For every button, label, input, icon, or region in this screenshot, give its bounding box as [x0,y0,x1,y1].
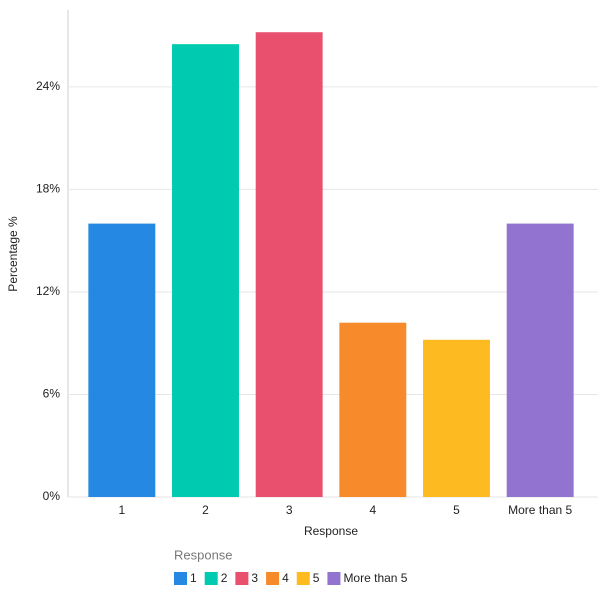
y-tick-label: 0% [43,489,61,503]
legend-swatch [266,572,280,585]
legend-swatch [235,572,249,585]
y-axis-title: Percentage % [6,216,20,292]
legend-title: Response [174,547,233,562]
bar [172,44,239,497]
legend-swatch [296,572,310,585]
bar [339,322,407,497]
x-axis-title: Response [304,524,358,538]
legend-swatch [174,572,187,585]
legend-label: 5 [313,571,320,585]
y-tick-label: 18% [36,182,60,196]
legend-label: 3 [251,571,258,585]
x-tick-label: 5 [453,503,460,517]
bar [506,223,574,497]
legend-label: 4 [282,571,289,585]
legend-label: 2 [221,571,228,585]
legend-label: More than 5 [343,571,407,585]
bar [255,32,323,497]
x-tick-label: More than 5 [508,503,572,517]
legend-swatch [327,572,341,585]
x-tick-label: 4 [369,503,376,517]
y-tick-label: 12% [36,284,60,298]
y-tick-label: 24% [36,79,60,93]
bar [423,339,490,497]
bar [88,223,156,497]
legend-swatch [204,572,218,585]
x-tick-label: 1 [118,503,125,517]
legend-label: 1 [190,571,197,585]
x-tick-label: 2 [202,503,209,517]
x-tick-label: 3 [286,503,293,517]
y-tick-label: 6% [43,387,61,401]
